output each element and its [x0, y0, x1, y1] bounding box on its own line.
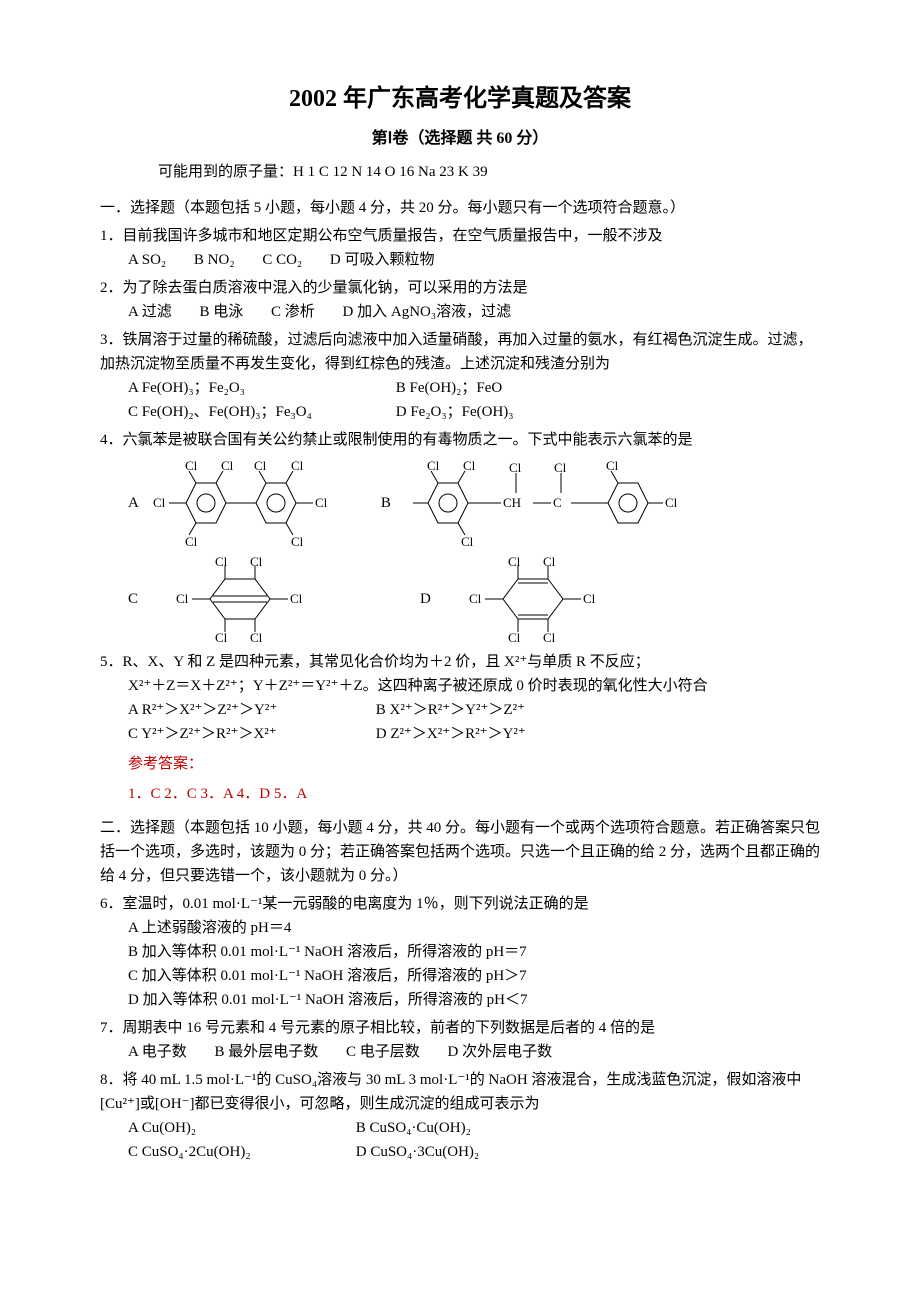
subtitle: 第Ⅰ卷（选择题 共 60 分） — [100, 126, 820, 152]
q3-options: A Fe(OH)₃；Fe₂O₃ B Fe(OH)₂；FeO C Fe(OH)₂、… — [100, 376, 820, 424]
cl-label: Cl — [665, 495, 678, 510]
q1-options: A SO₂ B NO₂ C CO₂ D 可吸入颗粒物 — [100, 248, 820, 272]
section1-answer-label: 参考答案： — [100, 752, 820, 776]
q5-opt-c: C Y²⁺＞Z²⁺＞R²⁺＞X²⁺ — [128, 722, 348, 746]
q1-opt-a: A SO₂ — [128, 248, 166, 272]
q5-opt-a: A R²⁺＞X²⁺＞Z²⁺＞Y²⁺ — [128, 698, 348, 722]
q2-opt-b: B 电泳 — [200, 300, 244, 324]
cl-label: Cl — [554, 460, 567, 475]
cl-label: Cl — [153, 495, 166, 510]
q1-opt-c: C CO₂ — [262, 248, 302, 272]
cl-label: Cl — [583, 591, 596, 606]
cl-label: Cl — [221, 458, 234, 473]
q1-opt-d: D 可吸入颗粒物 — [330, 248, 435, 272]
page-title: 2002 年广东高考化学真题及答案 — [100, 80, 820, 118]
q7-opt-c: C 电子层数 — [346, 1040, 420, 1064]
q6-opt-b: B 加入等体积 0.01 mol·L⁻¹ NaOH 溶液后，所得溶液的 pH＝7 — [128, 940, 820, 964]
ch-label: CH — [503, 495, 521, 510]
cl-label: Cl — [215, 630, 228, 644]
cl-label: Cl — [291, 534, 304, 548]
q5-text2: X²⁺＋Z＝X＋Z²⁺；Y＋Z²⁺＝Y²⁺＋Z。这四种离子被还原成 0 价时表现… — [100, 674, 820, 698]
section1-answer: 1．C 2．C 3．A 4．D 5．A — [100, 782, 820, 806]
cl-label: Cl — [463, 458, 476, 473]
cl-label: Cl — [185, 458, 198, 473]
q2-opt-d: D 加入 AgNO₃溶液，过滤 — [343, 300, 512, 324]
question-3: 3．铁屑溶于过量的稀硫酸，过滤后向滤液中加入适量硝酸，再加入过量的氨水，有红褐色… — [100, 328, 820, 424]
cl-label: Cl — [315, 495, 328, 510]
question-7: 7．周期表中 16 号元素和 4 号元素的原子相比较，前者的下列数据是后者的 4… — [100, 1016, 820, 1064]
cl-label: Cl — [290, 591, 303, 606]
question-8: 8．将 40 mL 1.5 mol·L⁻¹的 CuSO₄溶液与 30 mL 3 … — [100, 1068, 820, 1164]
cl-label: Cl — [250, 554, 263, 569]
structure-d-svg: Cl Cl Cl Cl Cl Cl — [443, 554, 633, 644]
q1-opt-b: B NO₂ — [194, 248, 235, 272]
q4-row-ab: A Cl Cl Cl Cl Cl Cl Cl — [100, 458, 820, 548]
q6-text: 6．室温时，0.01 mol·L⁻¹某一元弱酸的电离度为 1％，则下列说法正确的… — [100, 892, 820, 916]
q3-text: 3．铁屑溶于过量的稀硫酸，过滤后向滤液中加入适量硝酸，再加入过量的氨水，有红褐色… — [100, 328, 820, 376]
cl-label: Cl — [291, 458, 304, 473]
structure-b-svg: CH C Cl Cl Cl Cl Cl Cl Cl — [403, 458, 683, 548]
q6-opt-c: C 加入等体积 0.01 mol·L⁻¹ NaOH 溶液后，所得溶液的 pH＞7 — [128, 964, 820, 988]
q2-opt-c: C 渗析 — [271, 300, 315, 324]
cl-label: Cl — [606, 458, 619, 473]
q7-text: 7．周期表中 16 号元素和 4 号元素的原子相比较，前者的下列数据是后者的 4… — [100, 1016, 820, 1040]
cl-label: Cl — [508, 554, 521, 569]
q6-opt-d: D 加入等体积 0.01 mol·L⁻¹ NaOH 溶液后，所得溶液的 pH＜7 — [128, 988, 820, 1012]
cl-label: Cl — [461, 534, 474, 548]
cl-label: Cl — [469, 591, 482, 606]
q8-opt-b: B CuSO₄·Cu(OH)₂ — [356, 1116, 471, 1140]
section1-header: 一．选择题（本题包括 5 小题，每小题 4 分，共 20 分。每小题只有一个选项… — [100, 196, 820, 220]
cl-label: Cl — [254, 458, 267, 473]
q5-options: A R²⁺＞X²⁺＞Z²⁺＞Y²⁺ B X²⁺＞R²⁺＞Y²⁺＞Z²⁺ C Y²… — [100, 698, 820, 746]
q7-opt-b: B 最外层电子数 — [215, 1040, 319, 1064]
q4-label-d: D — [420, 587, 431, 611]
q4-label-c: C — [128, 587, 138, 611]
q8-opt-a: A Cu(OH)₂ — [128, 1116, 328, 1140]
q8-options: A Cu(OH)₂ B CuSO₄·Cu(OH)₂ C CuSO₄·2Cu(OH… — [100, 1116, 820, 1164]
cl-label: Cl — [509, 460, 522, 475]
question-5: 5．R、X、Y 和 Z 是四种元素，其常见化合价均为＋2 价，且 X²⁺与单质 … — [100, 650, 820, 806]
q2-options: A 过滤 B 电泳 C 渗析 D 加入 AgNO₃溶液，过滤 — [100, 300, 820, 324]
c-label: C — [553, 495, 562, 510]
cl-label: Cl — [543, 630, 556, 644]
cl-label: Cl — [508, 630, 521, 644]
atomic-weights: 可能用到的原子量：H 1 C 12 N 14 O 16 Na 23 K 39 — [100, 160, 820, 184]
q6-opt-a: A 上述弱酸溶液的 pH＝4 — [128, 916, 820, 940]
structure-c-svg: Cl Cl Cl Cl Cl Cl — [150, 554, 340, 644]
cl-label: Cl — [215, 554, 228, 569]
q8-opt-d: D CuSO₄·3Cu(OH)₂ — [356, 1140, 479, 1164]
q3-opt-a: A Fe(OH)₃；Fe₂O₃ — [128, 376, 368, 400]
question-4: 4．六氯苯是被联合国有关公约禁止或限制使用的有毒物质之一。下式中能表示六氯苯的是… — [100, 428, 820, 644]
cl-label: Cl — [543, 554, 556, 569]
cl-label: Cl — [185, 534, 198, 548]
q1-text: 1．目前我国许多城市和地区定期公布空气质量报告，在空气质量报告中，一般不涉及 — [100, 224, 820, 248]
q3-opt-b: B Fe(OH)₂；FeO — [396, 376, 502, 400]
q8-text: 8．将 40 mL 1.5 mol·L⁻¹的 CuSO₄溶液与 30 mL 3 … — [100, 1068, 820, 1116]
q6-options: A 上述弱酸溶液的 pH＝4 B 加入等体积 0.01 mol·L⁻¹ NaOH… — [100, 916, 820, 1012]
section2-header: 二．选择题（本题包括 10 小题，每小题 4 分，共 40 分。每小题有一个或两… — [100, 816, 820, 888]
question-2: 2．为了除去蛋白质溶液中混入的少量氯化钠，可以采用的方法是 A 过滤 B 电泳 … — [100, 276, 820, 324]
q4-row-cd: C Cl Cl Cl Cl Cl Cl D — [100, 554, 820, 644]
q7-options: A 电子数 B 最外层电子数 C 电子层数 D 次外层电子数 — [100, 1040, 820, 1064]
q4-text: 4．六氯苯是被联合国有关公约禁止或限制使用的有毒物质之一。下式中能表示六氯苯的是 — [100, 428, 820, 452]
q2-opt-a: A 过滤 — [128, 300, 172, 324]
cl-label: Cl — [250, 630, 263, 644]
q4-label-b: B — [381, 491, 391, 515]
cl-label: Cl — [427, 458, 440, 473]
q4-label-a: A — [128, 491, 139, 515]
cl-label: Cl — [176, 591, 189, 606]
q5-text: 5．R、X、Y 和 Z 是四种元素，其常见化合价均为＋2 价，且 X²⁺与单质 … — [100, 650, 820, 674]
q8-opt-c: C CuSO₄·2Cu(OH)₂ — [128, 1140, 328, 1164]
q2-text: 2．为了除去蛋白质溶液中混入的少量氯化钠，可以采用的方法是 — [100, 276, 820, 300]
q5-opt-d: D Z²⁺＞X²⁺＞R²⁺＞Y²⁺ — [376, 722, 526, 746]
q7-opt-d: D 次外层电子数 — [448, 1040, 553, 1064]
q5-opt-b: B X²⁺＞R²⁺＞Y²⁺＞Z²⁺ — [376, 698, 525, 722]
q3-opt-d: D Fe₂O₃；Fe(OH)₃ — [396, 400, 514, 424]
q3-opt-c: C Fe(OH)₂、Fe(OH)₃；Fe₃O₄ — [128, 400, 368, 424]
structure-a-svg: Cl Cl Cl Cl Cl Cl Cl Cl — [151, 458, 341, 548]
q7-opt-a: A 电子数 — [128, 1040, 187, 1064]
question-6: 6．室温时，0.01 mol·L⁻¹某一元弱酸的电离度为 1％，则下列说法正确的… — [100, 892, 820, 1012]
question-1: 1．目前我国许多城市和地区定期公布空气质量报告，在空气质量报告中，一般不涉及 A… — [100, 224, 820, 272]
